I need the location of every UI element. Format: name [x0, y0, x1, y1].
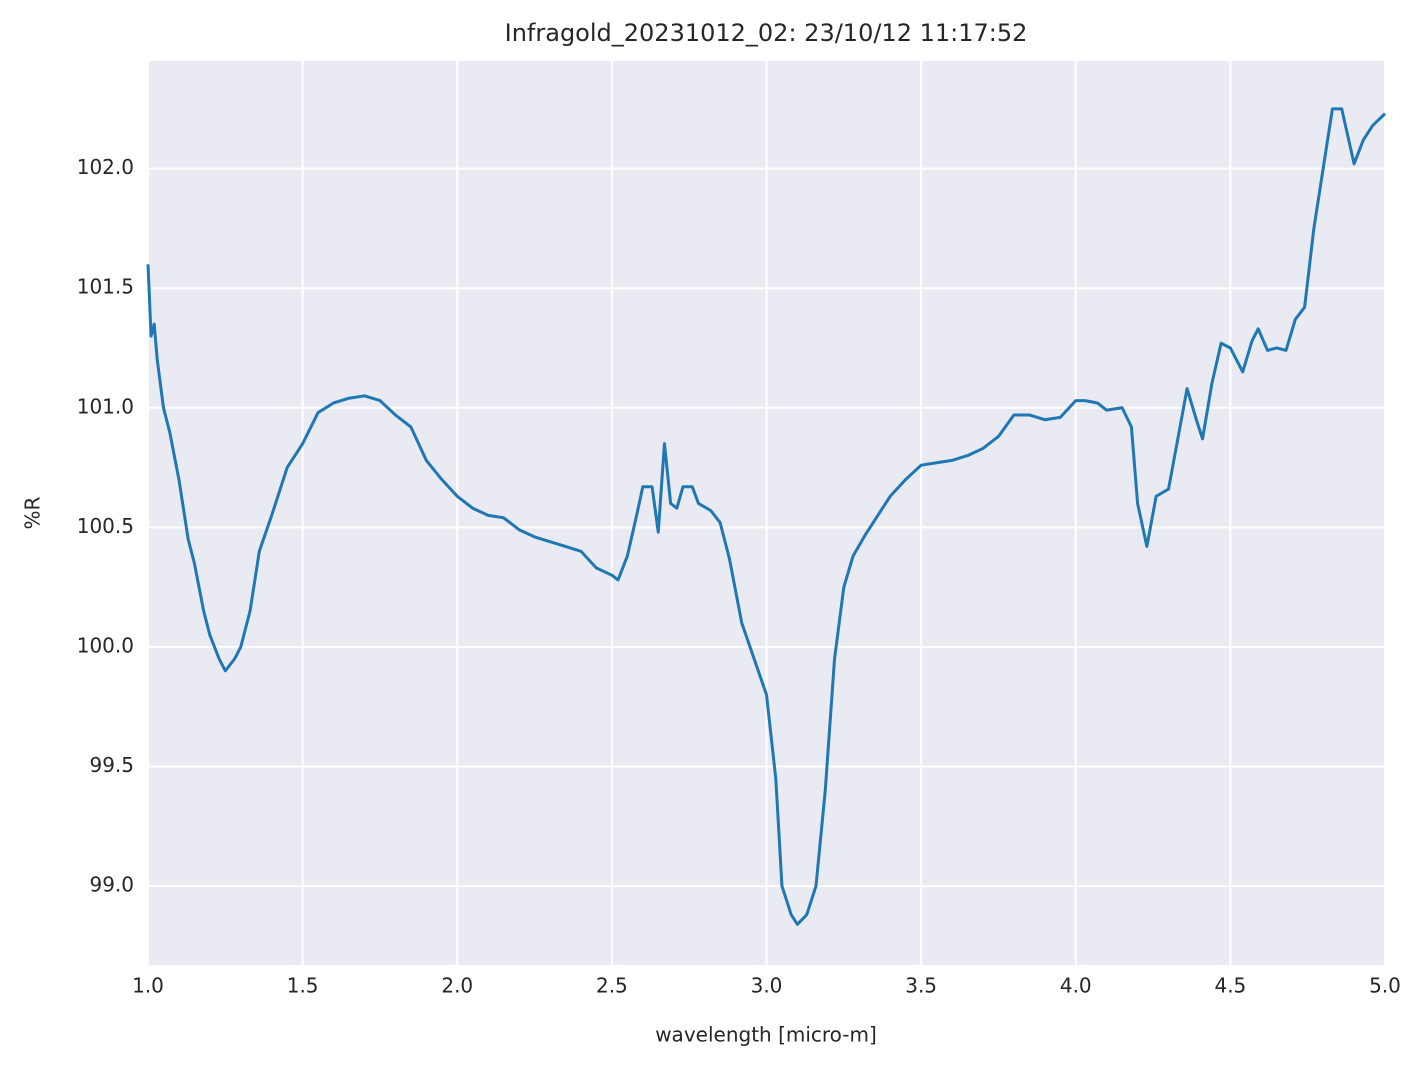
y-tick-label: 102.0: [77, 155, 134, 179]
y-tick-label: 99.0: [89, 873, 134, 897]
chart-title: Infragold_20231012_02: 23/10/12 11:17:52: [505, 19, 1028, 47]
x-tick-label: 1.5: [287, 974, 319, 998]
x-tick-label: 4.0: [1060, 974, 1092, 998]
x-tick-label: 3.0: [751, 974, 783, 998]
x-axis-label: wavelength [micro-m]: [655, 1023, 877, 1047]
x-tick-label: 5.0: [1369, 974, 1401, 998]
y-tick-label: 101.5: [77, 275, 134, 299]
y-tick-label: 100.5: [77, 514, 134, 538]
y-axis-label: %R: [21, 496, 45, 529]
y-tick-label: 100.0: [77, 633, 134, 657]
data-line: [146, 107, 1387, 926]
y-tick-label: 99.5: [89, 753, 134, 777]
x-tick-label: 4.5: [1214, 974, 1246, 998]
x-tick-label: 2.5: [596, 974, 628, 998]
x-tick-label: 3.5: [905, 974, 937, 998]
x-tick-label: 1.0: [132, 974, 164, 998]
x-tick-label: 2.0: [441, 974, 473, 998]
y-tick-label: 101.0: [77, 394, 134, 418]
